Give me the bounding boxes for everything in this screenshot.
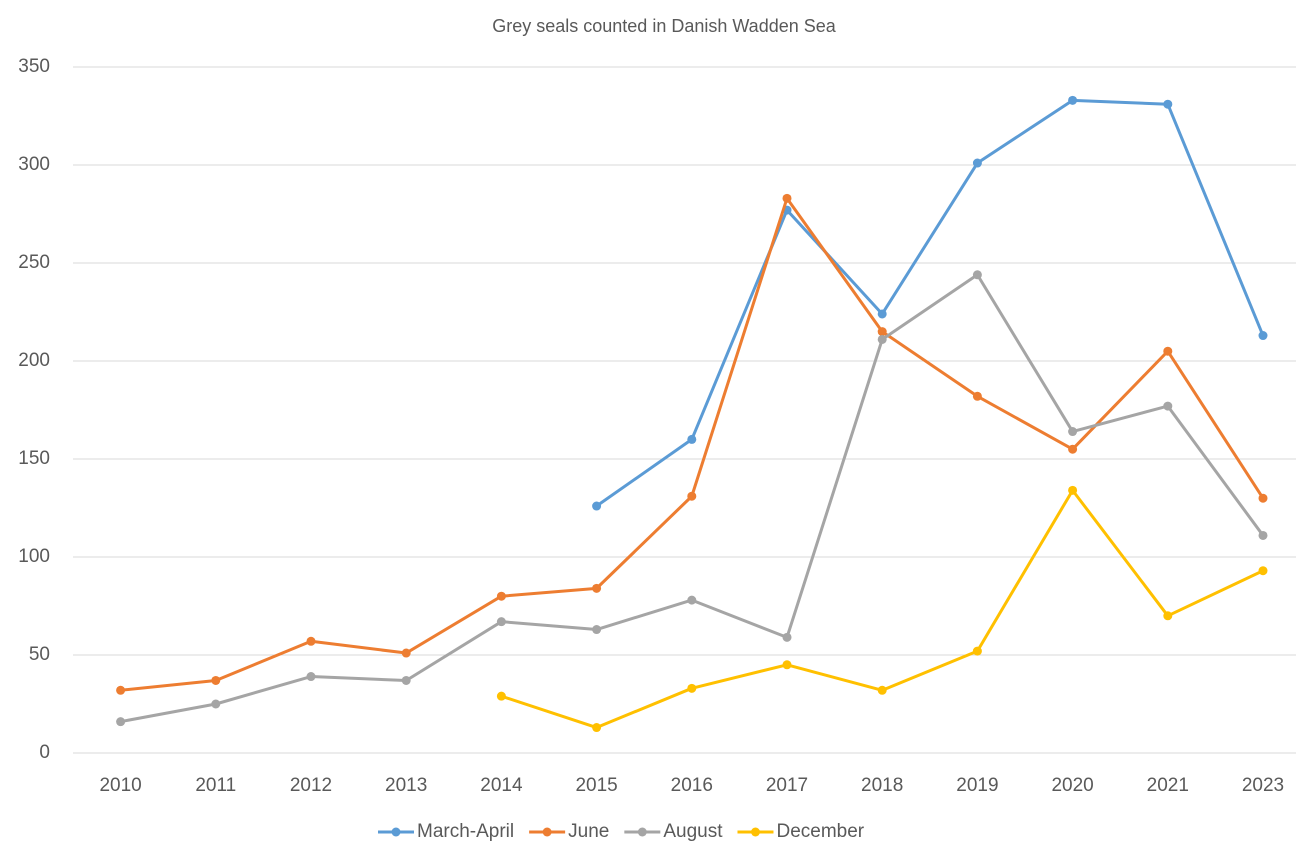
legend-marker	[750, 827, 760, 837]
legend-label: March-April	[417, 821, 514, 842]
y-tick-label: 150	[18, 448, 50, 469]
legend-marker	[637, 827, 647, 837]
legend-marker	[542, 827, 552, 837]
data-point	[972, 391, 982, 401]
x-tick-label: 2019	[956, 775, 998, 796]
data-point	[782, 660, 792, 670]
data-point	[1163, 99, 1173, 109]
y-tick-label: 0	[39, 742, 50, 763]
x-tick-label: 2017	[766, 775, 808, 796]
data-point	[877, 685, 887, 695]
chart-title: Grey seals counted in Danish Wadden Sea	[492, 16, 837, 36]
data-point	[1163, 401, 1173, 411]
y-tick-label: 350	[18, 56, 50, 77]
x-tick-label: 2020	[1051, 775, 1093, 796]
legend-label: June	[568, 821, 609, 842]
data-point	[306, 672, 316, 682]
data-point	[1258, 566, 1268, 576]
legend-marker	[391, 827, 401, 837]
y-tick-label: 300	[18, 154, 50, 175]
data-point	[877, 309, 887, 319]
x-tick-label: 2021	[1147, 775, 1189, 796]
data-point	[592, 723, 602, 733]
data-point	[782, 193, 792, 203]
data-point	[877, 334, 887, 344]
y-tick-label: 250	[18, 252, 50, 273]
data-point	[1068, 444, 1078, 454]
data-point	[496, 617, 506, 627]
data-point	[116, 685, 126, 695]
x-tick-label: 2018	[861, 775, 903, 796]
y-tick-label: 100	[18, 546, 50, 567]
data-point	[1163, 611, 1173, 621]
data-point	[782, 632, 792, 642]
data-point	[972, 270, 982, 280]
data-point	[972, 646, 982, 656]
x-tick-label: 2023	[1242, 775, 1284, 796]
data-point	[877, 327, 887, 337]
x-tick-label: 2016	[671, 775, 713, 796]
x-tick-label: 2013	[385, 775, 427, 796]
data-point	[116, 717, 126, 727]
y-tick-label: 200	[18, 350, 50, 371]
legend-label: August	[663, 821, 723, 842]
data-point	[1163, 346, 1173, 356]
data-point	[687, 683, 697, 693]
x-tick-label: 2015	[575, 775, 617, 796]
data-point	[496, 691, 506, 701]
data-point	[687, 595, 697, 605]
data-point	[1068, 427, 1078, 437]
data-point	[972, 158, 982, 168]
data-point	[1258, 530, 1268, 540]
data-point	[687, 434, 697, 444]
data-point	[1068, 485, 1078, 495]
x-tick-label: 2010	[99, 775, 141, 796]
data-point	[687, 491, 697, 501]
series-line	[595, 98, 1265, 508]
data-point	[1068, 95, 1078, 105]
data-point	[496, 591, 506, 601]
series-line	[120, 196, 1265, 692]
data-point	[401, 648, 411, 658]
data-point	[592, 583, 602, 593]
data-point	[401, 675, 411, 685]
x-tick-label: 2014	[480, 775, 523, 796]
x-tick-label: 2011	[195, 775, 236, 796]
data-point	[592, 625, 602, 635]
data-point	[592, 501, 602, 511]
y-tick-label: 50	[29, 644, 50, 665]
data-point	[211, 675, 221, 685]
data-point	[1258, 331, 1268, 341]
legend-label: December	[776, 821, 864, 842]
x-tick-label: 2012	[290, 775, 332, 796]
data-point	[1258, 493, 1268, 503]
data-point	[211, 699, 221, 709]
data-point	[306, 636, 316, 646]
